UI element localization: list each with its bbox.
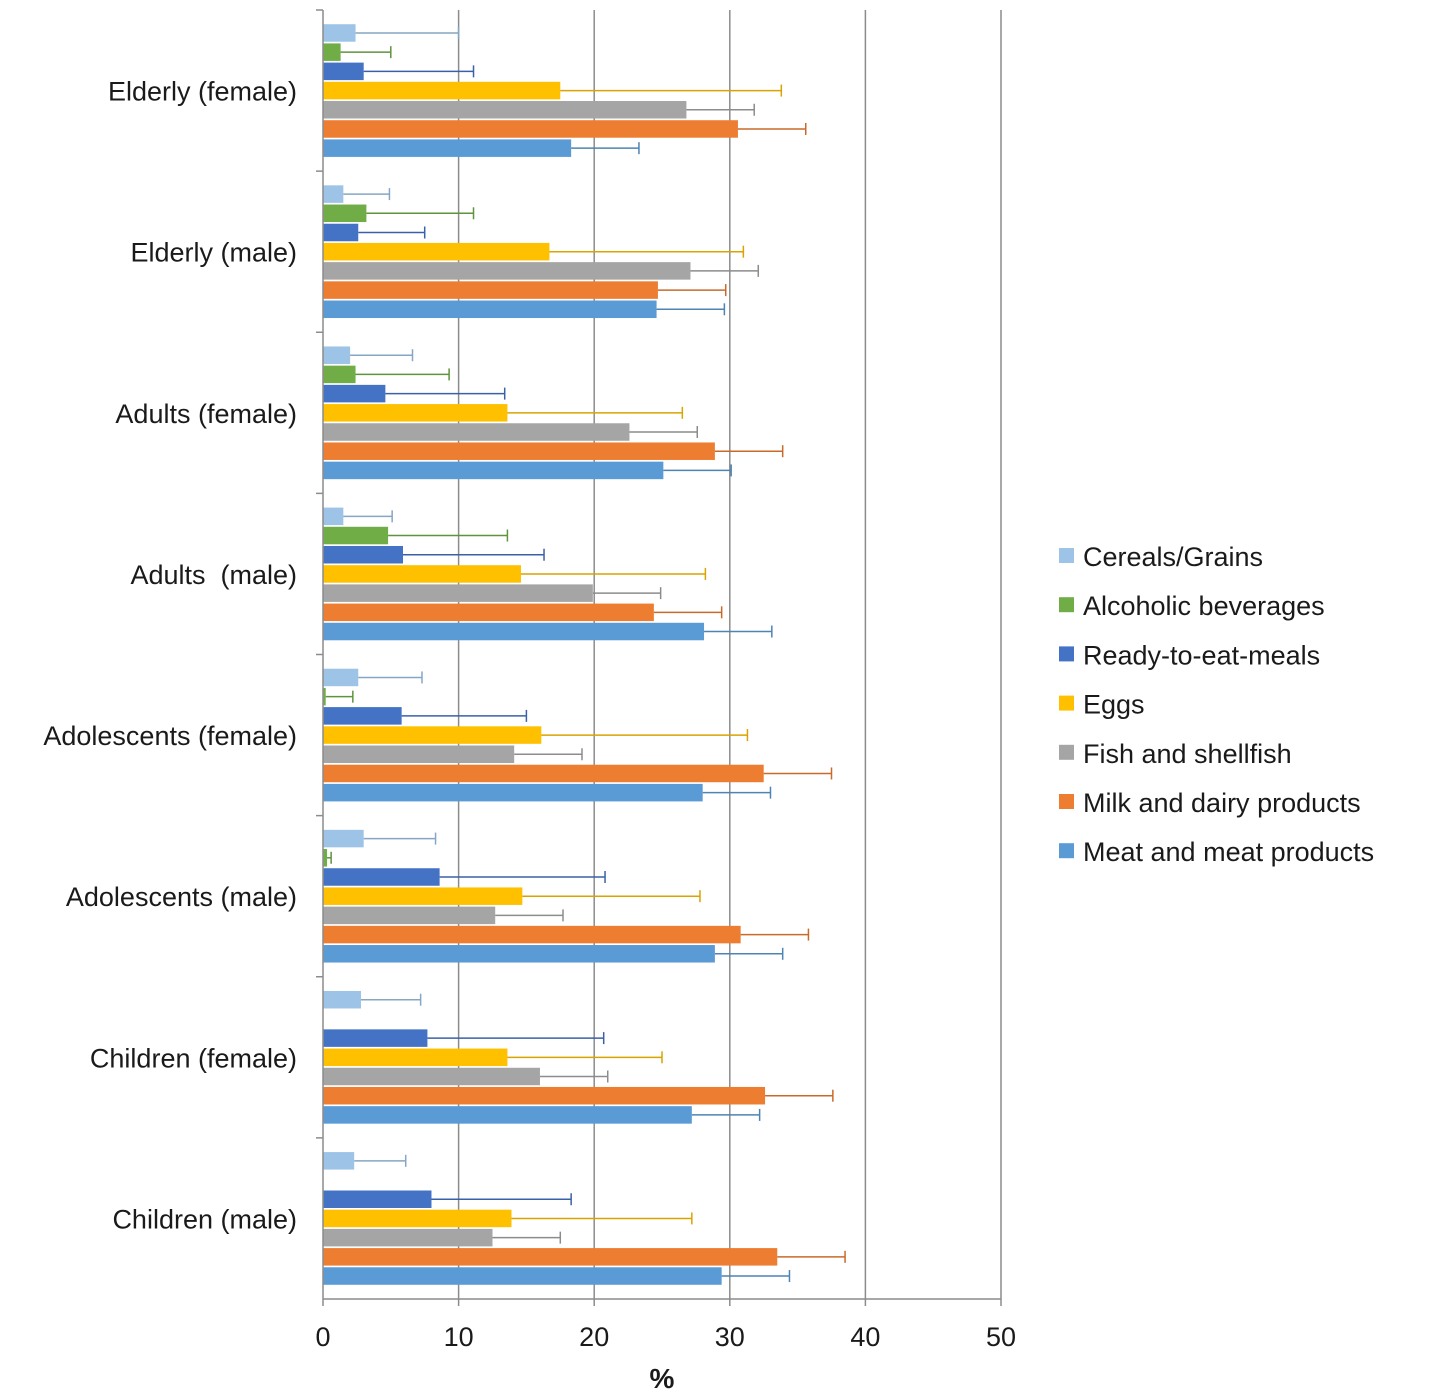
- bar: [323, 687, 326, 706]
- legend-label: Ready-to-eat-meals: [1083, 640, 1320, 670]
- x-tick-label: 40: [850, 1322, 880, 1352]
- category-label: Elderly (female): [108, 77, 297, 107]
- bar: [323, 745, 515, 764]
- bar: [323, 81, 561, 100]
- legend-label: Milk and dairy products: [1083, 788, 1361, 818]
- bar: [323, 1267, 722, 1285]
- bar: [323, 1228, 493, 1247]
- bar: [323, 1152, 355, 1170]
- bar: [323, 1209, 512, 1228]
- category-label: Adults (female): [115, 399, 297, 429]
- x-tick-label: 20: [579, 1322, 609, 1352]
- bar: [323, 185, 344, 203]
- bar: [323, 1048, 508, 1067]
- bar: [323, 43, 341, 61]
- legend-swatch: [1059, 597, 1074, 613]
- bar: [323, 223, 359, 242]
- bar: [323, 622, 705, 641]
- legend-swatch: [1059, 548, 1074, 563]
- bar: [323, 764, 764, 783]
- bar: [323, 945, 715, 963]
- bar: [323, 868, 440, 886]
- x-tick-label: 10: [444, 1322, 474, 1352]
- legend-label: Alcoholic beverages: [1083, 591, 1325, 621]
- x-tick-label: 30: [715, 1322, 745, 1352]
- bar: [323, 404, 508, 422]
- bar: [323, 887, 523, 905]
- legend-swatch: [1059, 646, 1074, 662]
- bar: [323, 1029, 428, 1047]
- bar: [323, 565, 521, 583]
- bar: [323, 204, 367, 223]
- bar: [323, 384, 386, 403]
- bar: [323, 242, 550, 261]
- bar: [323, 1067, 540, 1086]
- category-label: Elderly (male): [130, 238, 297, 268]
- bar: [323, 423, 630, 441]
- bar: [323, 668, 359, 687]
- bar: [323, 281, 658, 299]
- bar: [323, 849, 328, 867]
- category-label: Adolescents (male): [66, 882, 297, 912]
- category-label: Children (female): [90, 1043, 297, 1073]
- x-tick-label: 0: [315, 1322, 330, 1352]
- axes: [316, 9, 1002, 1306]
- bar: [323, 906, 496, 925]
- bar: [323, 442, 715, 460]
- bar: [323, 120, 738, 138]
- legend-swatch: [1059, 794, 1074, 809]
- bar: [323, 1248, 778, 1266]
- bars: [323, 24, 846, 1285]
- bar: [323, 62, 364, 81]
- legend-swatch: [1059, 695, 1074, 711]
- bar: [323, 365, 356, 384]
- bar: [323, 101, 687, 119]
- bar: [323, 1086, 766, 1105]
- bar: [323, 507, 344, 526]
- bar: [323, 726, 542, 744]
- legend-swatch: [1059, 843, 1074, 859]
- bar: [323, 545, 404, 564]
- bar: [323, 990, 361, 1009]
- legend-label: Fish and shellfish: [1083, 739, 1292, 769]
- bar: [323, 262, 691, 280]
- bar: [323, 346, 351, 364]
- bar: [323, 461, 664, 480]
- bar: [323, 139, 572, 157]
- bar: [323, 783, 703, 802]
- x-tick-label: 50: [986, 1322, 1016, 1352]
- bar: [323, 584, 593, 602]
- bar: [323, 707, 402, 725]
- legend-label: Cereals/Grains: [1083, 542, 1263, 572]
- bar: [323, 526, 389, 545]
- category-label: Children (male): [112, 1204, 297, 1234]
- gridlines: [457, 10, 1002, 1299]
- labels: 0 10 20 30 40 50% Elderly (female) Elderly (mal…: [43, 77, 1016, 1391]
- legend-label: Eggs: [1083, 690, 1145, 720]
- category-label: Adolescents (female): [43, 721, 297, 751]
- bar: [323, 829, 364, 848]
- bar: [323, 1190, 432, 1208]
- bar: [323, 603, 654, 622]
- bar: [323, 24, 356, 42]
- bar: [323, 1106, 692, 1124]
- x-axis-title: %: [650, 1363, 675, 1391]
- bar: [323, 300, 657, 319]
- category-label: Adults (male): [130, 560, 297, 590]
- bar: [323, 925, 741, 944]
- legend-swatch: [1059, 744, 1074, 760]
- legend: Cereals/Grains Alcoholic beverages Ready-t…: [1059, 542, 1374, 867]
- legend-label: Meat and meat products: [1083, 837, 1374, 867]
